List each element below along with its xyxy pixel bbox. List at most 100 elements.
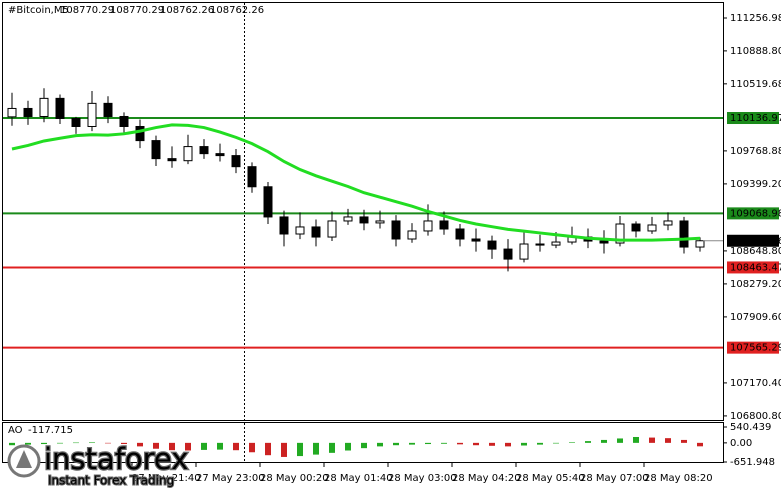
candle-body: [647, 224, 657, 232]
indicator-bar: [681, 439, 687, 443]
candle-body: [327, 220, 337, 238]
level-label-box: [727, 112, 779, 125]
level-label: 110136.97: [730, 113, 781, 124]
indicator-bar: [569, 442, 575, 443]
candle-body: [279, 216, 289, 235]
indicator-bar: [489, 442, 495, 446]
indicator-bar: [633, 436, 639, 443]
indicator-bar: [665, 438, 671, 443]
candle-body: [455, 228, 465, 240]
x-tick-label: 27 May 21:40: [132, 473, 201, 484]
indicator-bar: [25, 442, 31, 445]
candle-body: [551, 241, 561, 246]
candle-body: [439, 220, 449, 230]
level-label: 107565.29: [730, 343, 781, 354]
ohlc-close: 108762.26: [210, 5, 264, 16]
candle-body: [231, 155, 241, 168]
candle-body: [247, 166, 257, 188]
y-tick-label: 106800.80: [730, 411, 781, 422]
candle-body: [471, 238, 481, 242]
candle-body: [103, 102, 113, 117]
indicator-tick-label: 0.00: [730, 438, 752, 449]
candle-body: [39, 97, 49, 117]
indicator-bar: [553, 442, 559, 444]
candle-body: [151, 140, 161, 160]
candle-body: [679, 220, 689, 248]
current-price-label: 108762.26: [730, 236, 781, 247]
watermark: instaforex Instant Forex Trading: [7, 441, 190, 489]
indicator-bar: [217, 442, 223, 450]
y-tick-label: 111256.98: [730, 13, 781, 24]
indicator-bar: [617, 438, 623, 443]
indicator-bar: [521, 442, 527, 446]
x-tick-label: 27 May 23:00: [196, 473, 265, 484]
indicator-bar: [313, 442, 319, 455]
candle-body: [503, 248, 513, 260]
y-tick-label: 109399.20: [730, 179, 781, 190]
y-tick-label: 108279.20: [730, 279, 781, 290]
x-tick-label: 28 May 03:00: [388, 473, 457, 484]
tagline: Instant Forex Trading: [48, 474, 174, 488]
level-label: 108463.47: [730, 262, 781, 273]
indicator-bar: [137, 442, 143, 447]
indicator-bar: [377, 442, 383, 447]
indicator-bar: [505, 442, 511, 447]
indicator-bar: [265, 442, 271, 456]
indicator-bar: [57, 442, 63, 444]
candle-body: [599, 240, 609, 244]
candle-body: [55, 97, 65, 119]
candle-body: [391, 220, 401, 240]
indicator-bar: [601, 439, 607, 443]
indicator-bar: [345, 442, 351, 451]
level-label-box: [727, 261, 779, 274]
indicator-bar: [73, 442, 79, 444]
indicator-bar: [393, 442, 399, 446]
y-tick-label: 110519.68: [730, 79, 781, 90]
ohlc-open: 108770.29: [60, 5, 114, 16]
candle-body: [487, 240, 497, 250]
candle-body: [311, 226, 321, 238]
indicator-bar: [457, 442, 463, 445]
indicator-bar: [425, 442, 431, 445]
marks: 111256.98 110888.80 110519.68 109768.88 1093…: [3, 13, 781, 484]
indicator-value: -117.715: [28, 425, 73, 436]
symbol: #Bitcoin,M5: [8, 5, 69, 16]
candle-body: [135, 125, 145, 142]
logo-mark: [16, 450, 32, 468]
indicator-bar: [41, 442, 47, 445]
main-panel: [2, 2, 724, 421]
indicator-bar: [441, 442, 447, 444]
indicator-bar: [89, 442, 95, 443]
indicator-tick-label: -651.948: [730, 457, 775, 468]
indicator-bar: [201, 442, 207, 450]
indicator-bar: [249, 442, 255, 453]
indicator-bar: [169, 442, 175, 451]
indicator-tick-label: 540.439: [730, 422, 771, 433]
y-tick-label: 109768.88: [730, 146, 781, 157]
candle-body: [663, 220, 673, 226]
candle-body: [71, 117, 81, 127]
indicator-bar: [409, 442, 415, 445]
indicator-bar: [281, 442, 287, 457]
level-label-box: [727, 207, 779, 220]
candle-body: [183, 146, 193, 162]
indicator-bar: [361, 442, 367, 449]
candle-body: [407, 230, 417, 240]
candle-body: [87, 102, 97, 127]
indicator-bar: [329, 442, 335, 453]
x-tick-label: 28 May 08:20: [644, 473, 713, 484]
candle-body: [263, 186, 273, 218]
candle-body: [343, 216, 353, 222]
candle-body: [7, 107, 17, 118]
moving-average: [11, 123, 701, 242]
x-tick-label: 28 May 04:20: [452, 473, 521, 484]
candle-body: [359, 216, 369, 224]
x-tick-label: 28 May 05:40: [516, 473, 585, 484]
indicator-bar: [185, 442, 191, 451]
current-price-box: [727, 234, 779, 247]
indicator-bar: [9, 442, 15, 446]
y-tick-label: 110888.80: [730, 46, 781, 57]
level-label: 109068.98: [730, 208, 781, 219]
level-label-box: [727, 341, 779, 354]
